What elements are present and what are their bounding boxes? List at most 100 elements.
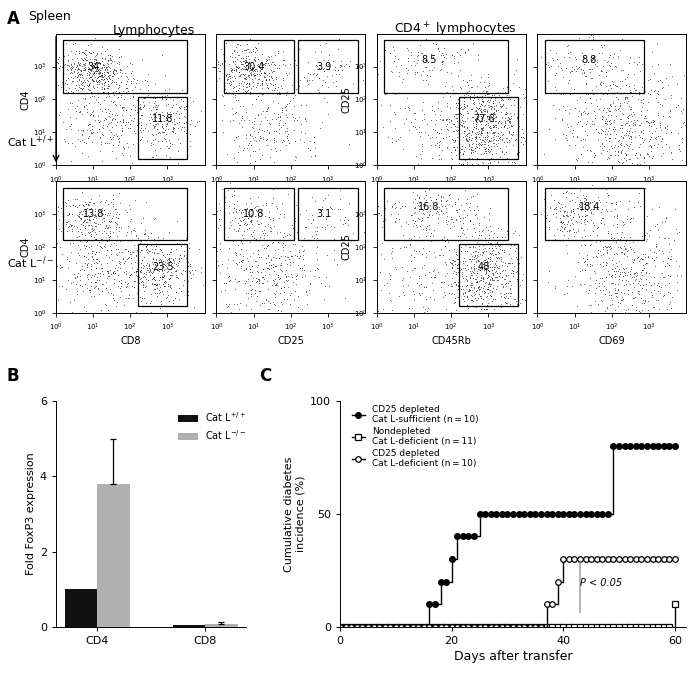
Point xyxy=(638,253,649,264)
Point xyxy=(484,154,495,165)
Point xyxy=(160,257,171,268)
Point xyxy=(160,150,172,160)
Point xyxy=(640,266,652,277)
Point xyxy=(160,251,171,262)
Point xyxy=(78,265,90,276)
Point xyxy=(65,119,76,129)
Point xyxy=(50,88,62,99)
Point xyxy=(52,58,64,69)
Point xyxy=(81,307,92,318)
Point xyxy=(510,160,521,171)
Point xyxy=(630,126,641,137)
Point xyxy=(62,215,74,226)
Point xyxy=(104,53,115,64)
Point xyxy=(181,253,192,264)
Point xyxy=(636,133,648,144)
Point xyxy=(326,203,337,214)
Point xyxy=(166,109,177,119)
Point xyxy=(606,150,617,160)
Point xyxy=(211,51,222,62)
Point xyxy=(152,232,163,243)
Point xyxy=(288,277,299,288)
Point xyxy=(493,241,504,252)
Point xyxy=(263,128,274,139)
Point xyxy=(651,241,662,252)
Point xyxy=(505,133,517,144)
Point xyxy=(78,251,90,262)
Point xyxy=(82,272,93,282)
Point xyxy=(494,307,505,318)
Point xyxy=(158,111,169,122)
Text: 3.9: 3.9 xyxy=(316,61,331,71)
Point xyxy=(65,64,76,75)
Point xyxy=(194,116,205,127)
Point xyxy=(218,91,229,102)
Point xyxy=(88,75,99,86)
Point xyxy=(149,93,160,104)
Point xyxy=(228,224,239,235)
Point xyxy=(270,235,281,245)
Point xyxy=(220,278,231,288)
Point xyxy=(256,208,267,219)
Point xyxy=(111,79,122,90)
Point xyxy=(237,257,248,268)
Point xyxy=(100,137,111,148)
Point xyxy=(470,139,481,150)
Point xyxy=(156,285,167,296)
Point xyxy=(270,279,281,290)
Point xyxy=(622,213,633,224)
Point xyxy=(246,198,257,209)
Point xyxy=(469,274,480,284)
Point xyxy=(655,136,666,147)
Point xyxy=(614,123,625,133)
Point xyxy=(435,282,447,293)
Point xyxy=(581,250,592,261)
Point xyxy=(424,206,435,216)
Point xyxy=(104,216,115,226)
Point xyxy=(288,68,300,79)
Point xyxy=(680,295,692,306)
Point xyxy=(211,272,222,282)
Point xyxy=(284,260,295,271)
Point xyxy=(486,104,497,115)
Point xyxy=(671,255,682,266)
Point xyxy=(480,245,491,256)
Point xyxy=(291,279,302,290)
Point xyxy=(276,160,288,171)
Point xyxy=(624,80,635,91)
Point xyxy=(253,219,264,230)
Point xyxy=(556,226,568,237)
Point xyxy=(106,146,118,156)
Point xyxy=(66,53,78,64)
Point xyxy=(501,226,512,237)
Point xyxy=(580,231,591,241)
Point xyxy=(301,286,312,297)
Point xyxy=(608,266,620,276)
Point xyxy=(484,95,495,106)
Point xyxy=(102,83,113,94)
Point xyxy=(456,101,467,112)
Point xyxy=(226,191,237,202)
Point xyxy=(641,257,652,268)
Point xyxy=(407,214,419,225)
Point xyxy=(438,133,449,144)
Point xyxy=(149,259,160,270)
Point xyxy=(246,83,257,94)
Point xyxy=(335,61,346,71)
Point xyxy=(575,194,586,205)
Point xyxy=(214,214,225,224)
Point xyxy=(624,242,635,253)
Point xyxy=(638,280,649,290)
Point xyxy=(113,135,125,146)
Point xyxy=(626,253,638,264)
Point xyxy=(52,80,64,90)
Point xyxy=(134,278,145,288)
Point xyxy=(229,56,240,67)
Point xyxy=(76,229,88,240)
Point xyxy=(658,290,669,301)
Point xyxy=(302,67,314,78)
Point xyxy=(141,240,153,251)
Point xyxy=(508,270,519,281)
Point xyxy=(94,59,105,69)
Point xyxy=(646,204,657,214)
